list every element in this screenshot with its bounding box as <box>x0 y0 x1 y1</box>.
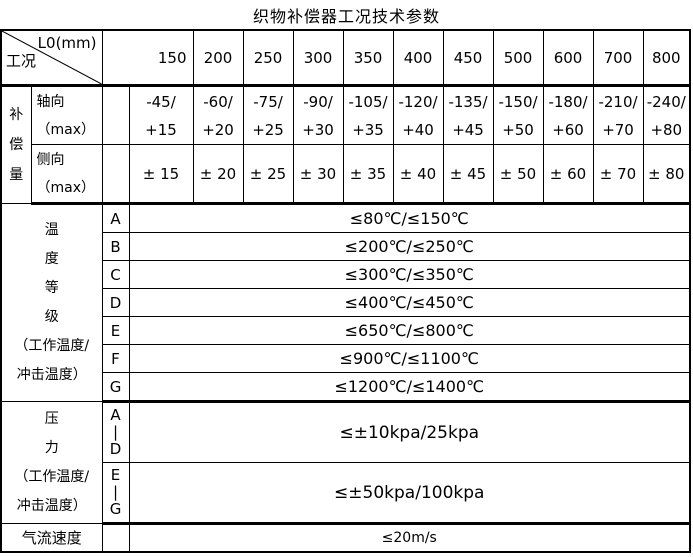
header-cell-600: 600 <box>542 29 594 87</box>
lateral-value-cell: ± 15 <box>128 144 194 205</box>
header-cell-200: 200 <box>192 29 244 87</box>
temperature-value-cell: ≤80℃/≤150℃ <box>128 203 691 233</box>
spacer-cell <box>101 85 130 145</box>
lateral-value-cell: ± 20 <box>192 144 244 205</box>
page-title: 织物补偿器工况技术参数 <box>252 6 440 26</box>
axial-value-cell: -45/ +15 <box>128 85 194 145</box>
lateral-value-cell: ± 80 <box>642 144 691 205</box>
lateral-value-cell: ± 60 <box>542 144 594 205</box>
temperature-value-cell: ≤1200℃/≤1400℃ <box>128 372 691 403</box>
temperature-grade-cell: D <box>101 288 130 317</box>
pressure-value-cell: ≤±50kpa/100kpa <box>128 462 691 525</box>
header-cell-450: 450 <box>442 29 494 87</box>
temperature-value-cell: ≤650℃/≤800℃ <box>128 316 691 345</box>
temperature-value-cell: ≤200℃/≤250℃ <box>128 232 691 261</box>
temperature-row-e: E ≤650℃/≤800℃ <box>1 316 691 345</box>
header-cell-500: 500 <box>492 29 544 87</box>
airflow-row: 气流速度 ≤20m/s <box>0 523 691 553</box>
axial-label-cell: 轴向 （max） <box>30 85 103 145</box>
header-cell-150: 150 <box>101 29 194 87</box>
temperature-row-d: D ≤400℃/≤450℃ <box>1 288 691 317</box>
header-cell-400: 400 <box>392 29 444 87</box>
axial-value-cell: -120/ +40 <box>392 85 444 145</box>
lateral-value-cell: ± 45 <box>442 144 494 205</box>
axial-value-cell: -90/ +30 <box>292 85 344 145</box>
temperature-grade-cell: E <box>101 316 130 345</box>
header-row: L0(mm) 工况 150 200 250 300 350 400 450 50… <box>0 29 691 87</box>
axial-value-cell: -150/ +50 <box>492 85 544 145</box>
gongkuang-label: 工况 <box>6 52 37 70</box>
axial-value-cell: -210/ +70 <box>592 85 644 145</box>
pressure-value-cell: ≤±10kpa/25kpa <box>128 401 691 463</box>
pressure-row-ad: 压 力 （工作温度/ 冲击温度） A | D ≤±10kpa/25kpa <box>0 401 691 524</box>
airflow-empty-cell <box>101 523 130 553</box>
temperature-grade-cell: G <box>101 372 130 403</box>
temperature-value-cell: ≤400℃/≤450℃ <box>128 288 691 317</box>
pressure-grade-cell: A | D <box>101 401 130 463</box>
axial-value-cell: -105/ +35 <box>342 85 394 145</box>
header-cell-300: 300 <box>292 29 344 87</box>
axial-value-cell: -60/ +20 <box>192 85 244 145</box>
lateral-value-cell: ± 70 <box>592 144 644 205</box>
lateral-value-cell: ± 35 <box>342 144 394 205</box>
lateral-value-cell: ± 30 <box>292 144 344 205</box>
lateral-value-cell: ± 25 <box>242 144 294 205</box>
pressure-grade-cell: E | G <box>101 462 130 525</box>
axial-value-cell: -135/ +45 <box>442 85 494 145</box>
temperature-grade-cell: B <box>101 232 130 261</box>
header-cell-250: 250 <box>242 29 294 87</box>
spacer-cell <box>101 144 130 205</box>
temperature-row-g: G ≤1200℃/≤1400℃ <box>1 372 691 403</box>
temperature-grade-cell: F <box>101 344 130 373</box>
axial-value-cell: -75/ +25 <box>242 85 294 145</box>
corner-cell: L0(mm) 工况 <box>0 29 103 87</box>
axial-row: 补 偿 量 轴向 （max） -45/ +15 -60/ +20 -75/ +2… <box>0 85 691 204</box>
temperature-grade-cell: C <box>101 260 130 289</box>
header-cell-700: 700 <box>592 29 644 87</box>
temperature-value-cell: ≤300℃/≤350℃ <box>128 260 691 289</box>
pressure-row-eg: E | G ≤±50kpa/100kpa <box>1 462 691 525</box>
axial-value-cell: -180/ +60 <box>542 85 594 145</box>
airflow-label-cell: 气流速度 <box>0 523 103 553</box>
temperature-value-cell: ≤900℃/≤1100℃ <box>128 344 691 373</box>
pressure-section-label: 压 力 （工作温度/ 冲击温度） <box>0 401 103 524</box>
diagonal-line <box>2 31 102 84</box>
lateral-label-cell: 侧向 （max） <box>30 144 103 205</box>
airflow-value-cell: ≤20m/s <box>128 523 691 553</box>
header-cell-350: 350 <box>342 29 394 87</box>
temperature-section-label: 温 度 等 级 （工作温度/ 冲击温度） <box>0 203 103 402</box>
compensation-group-label: 补 偿 量 <box>0 85 32 204</box>
temperature-grade-cell: A <box>101 203 130 233</box>
temperature-row-a: 温 度 等 级 （工作温度/ 冲击温度） A ≤80℃/≤150℃ <box>0 203 691 402</box>
temperature-row-f: F ≤900℃/≤1100℃ <box>1 344 691 373</box>
header-cell-800: 800 <box>642 29 691 87</box>
lateral-value-cell: ± 50 <box>492 144 544 205</box>
lateral-value-cell: ± 40 <box>392 144 444 205</box>
axial-value-cell: -240/ +80 <box>642 85 691 145</box>
l0-mm-label: L0(mm) <box>37 34 97 52</box>
lateral-row: 侧向 （max） ± 15 ± 20 ± 25 ± 30 ± 35 ± 40 ±… <box>1 144 691 205</box>
temperature-row-b: B ≤200℃/≤250℃ <box>1 232 691 261</box>
temperature-row-c: C ≤300℃/≤350℃ <box>1 260 691 289</box>
params-table: L0(mm) 工况 150 200 250 300 350 400 450 50… <box>0 29 692 553</box>
